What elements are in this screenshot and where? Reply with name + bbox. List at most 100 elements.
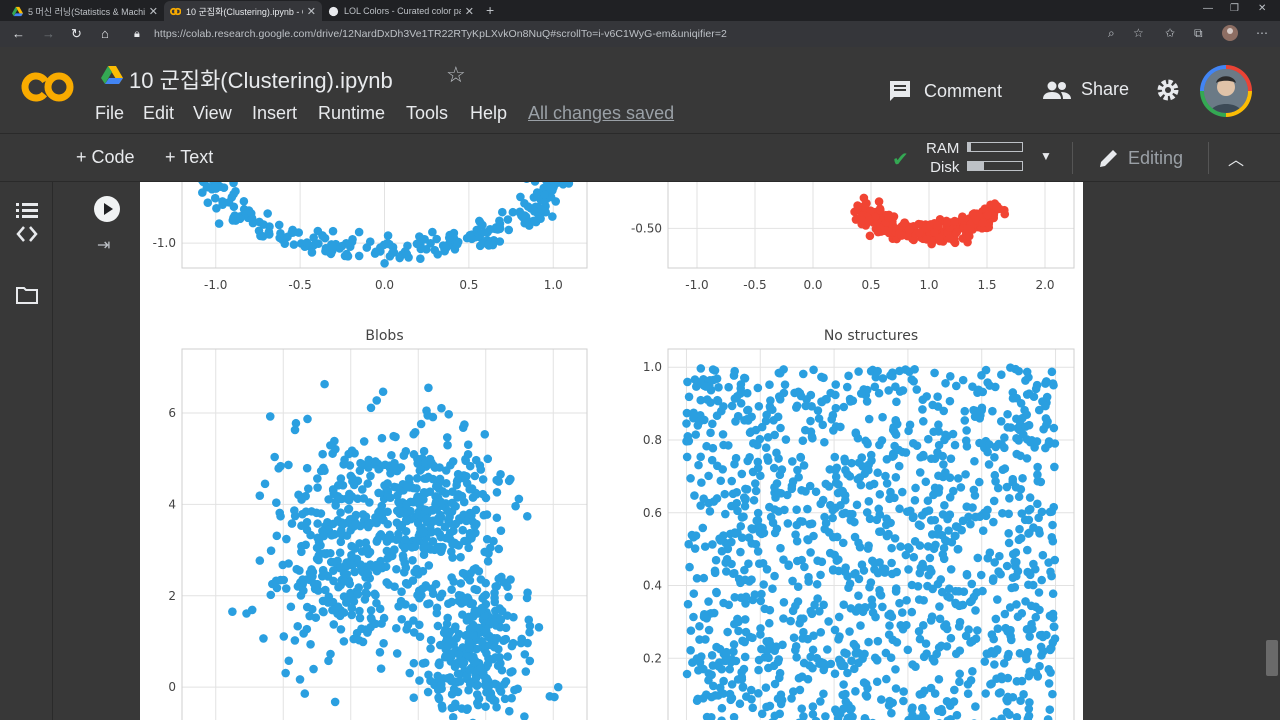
scatter-point	[736, 399, 746, 408]
browser-tab-2[interactable]: 10 군집화(Clustering).ipynb - Co ✕	[164, 1, 322, 21]
scatter-point	[239, 197, 249, 206]
forward-icon[interactable]: →	[42, 26, 55, 41]
scatter-point	[362, 543, 372, 553]
x-tick-label: 1.0	[919, 278, 938, 292]
scatter-point	[289, 240, 299, 249]
scatter-point	[691, 430, 701, 439]
restore-icon[interactable]: ❐	[1230, 3, 1239, 14]
resources-indicator[interactable]: RAM Disk	[926, 139, 959, 177]
scatter-point	[941, 378, 950, 388]
add-code-button[interactable]: + Code	[76, 147, 135, 167]
scatter-point	[300, 689, 310, 698]
comment-button[interactable]: Comment	[888, 79, 1002, 103]
output-menu-icon[interactable]: ⇥	[97, 237, 111, 254]
add-text-button[interactable]: + Text	[165, 147, 214, 167]
close-icon[interactable]: ✕	[306, 5, 316, 18]
chevron-up-icon[interactable]: ︿	[1228, 152, 1245, 169]
share-button[interactable]: Share	[1043, 79, 1129, 100]
profile-icon[interactable]	[1222, 25, 1238, 44]
colab-logo[interactable]	[20, 70, 76, 104]
scatter-point	[493, 225, 503, 234]
scatter-point	[480, 430, 490, 439]
scatter-point	[712, 588, 721, 598]
menu-edit[interactable]: Edit	[143, 103, 175, 123]
scatter-point	[918, 405, 927, 414]
scatter-point	[339, 608, 349, 617]
scatter-point	[1014, 366, 1024, 376]
back-icon[interactable]: ←	[12, 26, 25, 41]
menu-help[interactable]: Help	[470, 103, 508, 123]
browser-tab-1[interactable]: 5 머신 러닝(Statistics & Machine ✕	[6, 1, 164, 21]
y-tick-label: 0.8	[643, 433, 662, 447]
bookmark-star-icon[interactable]: ☆	[1133, 26, 1144, 40]
plot-frame	[667, 182, 1075, 269]
scatter-point	[343, 505, 353, 514]
scatter-point	[198, 182, 207, 184]
scatter-point	[862, 508, 872, 517]
table-of-contents-icon[interactable]	[16, 202, 38, 220]
star-icon[interactable]: ☆	[446, 62, 466, 87]
notebook-title[interactable]: 10 군집화(Clustering).ipynb	[129, 68, 393, 93]
url-field[interactable]: https://colab.research.google.com/drive/…	[154, 28, 727, 40]
scatter-point	[900, 218, 910, 227]
scatter-point	[861, 690, 871, 700]
settings-button[interactable]	[1156, 78, 1180, 102]
menu-insert[interactable]: Insert	[252, 103, 298, 123]
x-tick-label: -1.0	[204, 278, 227, 292]
scatter-point	[690, 544, 700, 553]
scatter-point	[763, 453, 772, 462]
scatter-point	[748, 703, 758, 713]
scatter-point	[958, 375, 968, 385]
scatter-point	[793, 582, 803, 592]
scatter-point	[1000, 464, 1010, 473]
close-icon[interactable]: ✕	[464, 5, 474, 18]
editing-mode-button[interactable]: Editing	[1098, 147, 1183, 169]
run-cell-button[interactable]	[94, 196, 120, 222]
scatter-point	[865, 231, 875, 241]
scatter-point	[464, 612, 474, 622]
minimize-icon[interactable]: —	[1203, 3, 1213, 14]
chevron-down-icon[interactable]: ▼	[1040, 149, 1052, 163]
save-status[interactable]: All changes saved	[528, 103, 675, 123]
favorites-icon[interactable]: ✩	[1165, 26, 1176, 40]
scatter-point	[373, 535, 382, 545]
close-icon[interactable]: ✕	[148, 5, 158, 18]
scatter-point	[1048, 379, 1058, 388]
scatter-point	[850, 569, 859, 579]
scatter-point	[833, 488, 843, 498]
scatter-point	[989, 496, 999, 506]
google-drive-icon[interactable]	[101, 65, 123, 85]
new-tab-icon[interactable]: +	[486, 2, 495, 18]
reload-icon[interactable]: ↻	[71, 26, 82, 41]
zoom-icon[interactable]: ⌕	[1108, 26, 1115, 40]
scatter-point	[360, 595, 370, 604]
code-snippets-icon[interactable]	[16, 224, 38, 244]
scatter-point	[371, 590, 380, 600]
browser-tab-3[interactable]: LOL Colors - Curated color palet ✕	[322, 1, 480, 21]
folder-icon[interactable]	[16, 286, 38, 304]
avatar[interactable]	[1200, 65, 1252, 117]
scatter-point	[290, 425, 300, 435]
menu-view[interactable]: View	[193, 103, 232, 123]
scatter-point	[1050, 634, 1060, 643]
scatter-point	[729, 647, 738, 656]
scatter-point	[807, 402, 816, 411]
scatter-point	[465, 665, 474, 675]
scatter-point	[1037, 575, 1046, 585]
collections-icon[interactable]: ⧉	[1194, 26, 1203, 40]
scatter-point	[774, 454, 783, 463]
menu-tools[interactable]: Tools	[406, 103, 449, 123]
more-icon[interactable]: ⋯	[1256, 26, 1268, 40]
menu-file[interactable]: File	[95, 103, 125, 123]
scatter-point	[288, 228, 298, 237]
scatter-point	[330, 605, 340, 614]
scrollbar[interactable]	[1266, 640, 1278, 676]
scatter-point	[992, 203, 1001, 213]
scatter-point	[336, 528, 346, 538]
home-icon[interactable]: ⌂	[101, 26, 109, 41]
scatter-point	[752, 516, 761, 526]
menu-runtime[interactable]: Runtime	[318, 103, 386, 123]
scatter-point	[701, 382, 711, 391]
close-window-icon[interactable]: ✕	[1258, 3, 1267, 14]
scatter-point	[695, 621, 704, 631]
